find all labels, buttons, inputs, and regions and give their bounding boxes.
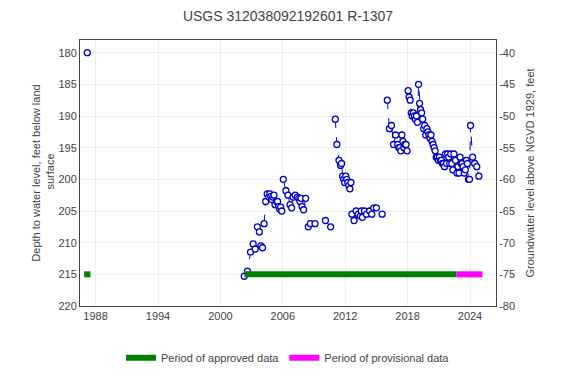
svg-text:Period of provisional data: Period of provisional data (324, 352, 449, 364)
svg-text:2006: 2006 (271, 310, 295, 322)
svg-text:-65: -65 (499, 205, 515, 217)
svg-text:210: 210 (58, 237, 76, 249)
svg-text:185: 185 (58, 78, 76, 90)
svg-text:2012: 2012 (333, 310, 357, 322)
svg-text:Groundwater level above NGVD 1: Groundwater level above NGVD 1929, feet (524, 68, 536, 277)
svg-text:-45: -45 (499, 78, 515, 90)
svg-text:Depth to water level, feet bel: Depth to water level, feet below land su… (30, 84, 56, 261)
svg-text:205: 205 (58, 205, 76, 217)
svg-text:220: 220 (58, 300, 76, 312)
svg-text:-40: -40 (499, 47, 515, 59)
svg-text:215: 215 (58, 268, 76, 280)
svg-text:1988: 1988 (83, 310, 107, 322)
svg-text:-55: -55 (499, 142, 515, 154)
svg-text:2000: 2000 (208, 310, 232, 322)
svg-text:195: 195 (58, 142, 76, 154)
svg-text:-80: -80 (499, 300, 515, 312)
svg-text:200: 200 (58, 173, 76, 185)
svg-text:-75: -75 (499, 268, 515, 280)
svg-text:USGS 312038092192601 R-1307: USGS 312038092192601 R-1307 (183, 8, 393, 24)
svg-text:180: 180 (58, 47, 76, 59)
svg-text:1994: 1994 (146, 310, 170, 322)
svg-text:Period of approved data: Period of approved data (161, 352, 279, 364)
svg-text:-70: -70 (499, 237, 515, 249)
svg-text:2018: 2018 (395, 310, 419, 322)
svg-text:190: 190 (58, 110, 76, 122)
svg-text:-50: -50 (499, 110, 515, 122)
svg-text:2024: 2024 (458, 310, 482, 322)
svg-text:-60: -60 (499, 173, 515, 185)
